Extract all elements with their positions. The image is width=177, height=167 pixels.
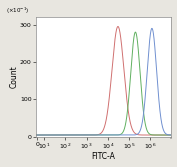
X-axis label: FITC-A: FITC-A — [92, 152, 116, 161]
Text: $(\times 10^{-1})$: $(\times 10^{-1})$ — [6, 6, 29, 16]
Y-axis label: Count: Count — [9, 66, 18, 88]
